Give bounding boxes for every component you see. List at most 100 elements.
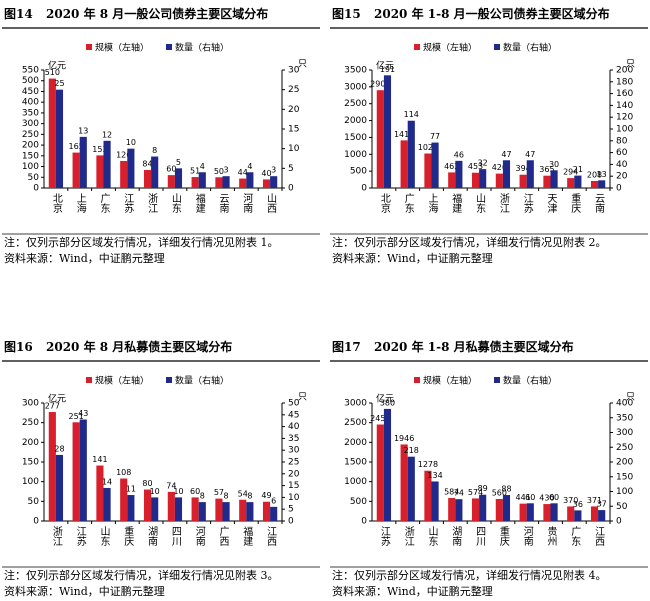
value-label: 84 [142, 159, 152, 168]
value-label: 441 [515, 493, 530, 502]
value-label: 152 [92, 145, 107, 154]
y-tick-label: 3000 [344, 399, 367, 409]
bar [222, 502, 230, 521]
y-tick-label: 50 [28, 497, 40, 507]
y-tick-label: 100 [22, 477, 39, 487]
bar [55, 454, 64, 521]
bar [574, 510, 582, 521]
value-label: 584 [444, 488, 459, 497]
bar [72, 152, 80, 188]
y-tick-label: 2000 [344, 438, 367, 448]
value-label: 60 [525, 493, 535, 502]
y-tick-label: 3500 [344, 66, 367, 76]
y2-unit: 只 [298, 60, 307, 70]
bar [239, 178, 247, 188]
bar [215, 177, 223, 188]
bar [550, 503, 558, 521]
value-label: 11 [126, 485, 136, 494]
bar [455, 499, 463, 521]
x-tick-label: 山东 [474, 193, 486, 213]
y2-tick-label: 20 [288, 105, 300, 115]
bar [96, 465, 104, 521]
bar [72, 422, 80, 521]
x-tick-label: 云南 [217, 193, 229, 213]
x-tick-label: 山东 [98, 526, 110, 546]
y2-tick-label: 40 [288, 422, 300, 432]
legend-swatch [494, 377, 500, 383]
y2-tick-label: 35 [288, 434, 299, 444]
value-label: 80 [142, 479, 152, 488]
value-label: 560 [492, 488, 507, 497]
bar [383, 408, 392, 521]
x-tick-label: 山东 [169, 193, 181, 213]
value-label: 50 [214, 167, 224, 176]
bar [574, 175, 582, 188]
legend-label: 数量（右轴） [503, 375, 557, 387]
value-label: 1023 [418, 143, 438, 152]
bar [143, 169, 152, 188]
bar [448, 498, 456, 521]
y-tick-label: 500 [350, 497, 367, 507]
bar [543, 504, 551, 521]
legend-label: 数量（右轴） [503, 42, 557, 54]
legend-swatch [414, 377, 420, 383]
bar [431, 142, 439, 188]
legend-label: 规模（左轴） [423, 375, 477, 387]
x-tick-label: 天津 [545, 193, 557, 214]
x-tick-label: 山西 [265, 193, 277, 213]
bar [495, 498, 503, 521]
y2-tick-label: 10 [288, 144, 300, 154]
y2-tick-label: 25 [288, 458, 299, 468]
y-unit: 亿元 [376, 60, 394, 72]
y-tick-label: 450 [22, 87, 39, 97]
bar [215, 498, 223, 521]
value-label: 134 [427, 471, 442, 480]
bar [96, 155, 104, 188]
y2-tick-label: 180 [616, 77, 633, 87]
bar [407, 456, 415, 521]
value-label: 380 [380, 398, 395, 407]
y-tick-label: 550 [22, 66, 39, 76]
y2-tick-label: 15 [288, 481, 299, 491]
y2-tick-label: 300 [616, 428, 633, 438]
bar [143, 489, 152, 521]
bar [431, 481, 439, 521]
value-label: 4 [247, 162, 252, 171]
value-label: 5 [176, 158, 181, 167]
x-tick-label: 云南 [593, 193, 605, 213]
y-tick-label: 2000 [344, 116, 367, 126]
bar [151, 497, 159, 521]
y-unit: 亿元 [376, 393, 394, 405]
y2-tick-label: 150 [616, 472, 633, 482]
value-label: 3 [271, 166, 276, 175]
value-label: 51 [190, 167, 200, 176]
bar [543, 175, 551, 188]
y2-unit: 只 [626, 393, 635, 403]
bar [127, 148, 135, 188]
y2-unit: 只 [626, 60, 635, 70]
value-label: 8 [200, 492, 205, 501]
y2-tick-label: 350 [616, 413, 633, 423]
x-tick-label: 江西 [593, 526, 605, 546]
x-tick-label: 广东 [98, 193, 110, 213]
bar [590, 506, 599, 521]
bar [270, 506, 278, 521]
bar [567, 178, 575, 188]
value-label: 1946 [394, 434, 414, 443]
bar [174, 497, 183, 521]
value-label: 4 [200, 162, 205, 171]
legend-swatch [414, 44, 420, 50]
value-label: 14 [102, 477, 112, 486]
y-tick-label: 150 [22, 458, 39, 468]
y2-tick-label: 100 [616, 487, 633, 497]
value-label: 12 [102, 130, 112, 139]
figure-title: 2020 年 1-8 月私募债主要区域分布 [374, 339, 574, 354]
y2-tick-label: 5 [288, 505, 294, 515]
value-label: 10 [126, 138, 136, 147]
y-tick-label: 2500 [344, 99, 367, 109]
y2-tick-label: 10 [288, 493, 300, 503]
value-label: 108 [116, 468, 131, 477]
value-label: 88 [501, 485, 511, 494]
legend-swatch [86, 377, 92, 383]
figure-title: 2020 年 1-8 月一般公司债券主要区域分布 [374, 6, 610, 21]
